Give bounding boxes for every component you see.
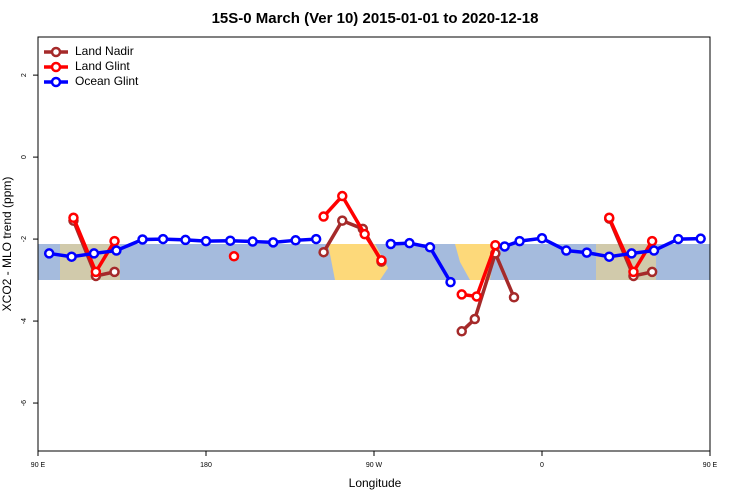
x-tick-label: 90 E [31, 462, 46, 469]
point [310, 233, 322, 245]
x-axis-label: Longitude [349, 476, 402, 490]
x-tick-label: 90 W [366, 462, 383, 469]
y-tick-label: 2 [21, 73, 28, 77]
point [200, 235, 212, 247]
point [561, 245, 572, 256]
y-tick-label: -4 [21, 318, 28, 324]
y-tick-label: -2 [21, 236, 28, 242]
point [646, 235, 658, 247]
point [359, 228, 370, 240]
legend-label: Land Glint [75, 59, 130, 73]
point [456, 326, 467, 337]
chart-title: 15S-0 March (Ver 10) 2015-01-01 to 2020-… [212, 10, 539, 27]
point [648, 245, 660, 256]
y-axis-label: XCO2 - MLO trend (ppm) [0, 177, 14, 312]
point [603, 212, 615, 224]
point [267, 237, 279, 248]
point [508, 292, 520, 303]
point [514, 235, 525, 247]
point [290, 235, 301, 246]
point [376, 255, 387, 266]
point [157, 233, 169, 245]
point [137, 234, 148, 245]
y-tick-label: 0 [21, 155, 28, 159]
point [581, 247, 593, 258]
point [385, 238, 397, 250]
legend-marker [50, 46, 62, 58]
point [536, 233, 548, 244]
point [445, 276, 456, 288]
point [603, 251, 615, 262]
point [88, 248, 100, 259]
point [109, 266, 120, 278]
point [628, 266, 639, 278]
point [646, 266, 658, 278]
y-tick-label: -6 [21, 400, 28, 406]
point [247, 236, 258, 247]
point [337, 190, 348, 202]
point [424, 242, 436, 253]
x-tick-label: 0 [540, 462, 544, 469]
point [337, 215, 348, 226]
point [180, 234, 191, 246]
legend-label: Ocean Glint [75, 74, 139, 88]
point [499, 241, 510, 252]
point [68, 212, 79, 224]
point [695, 233, 706, 244]
point [490, 239, 501, 251]
point [225, 235, 236, 246]
point [456, 289, 467, 300]
point [66, 251, 77, 262]
point [318, 211, 329, 222]
point [43, 248, 55, 259]
point [228, 251, 240, 262]
point [109, 235, 120, 247]
legend-marker [50, 76, 62, 88]
legend-label: Land Nadir [75, 44, 134, 58]
x-tick-label: 180 [200, 462, 212, 469]
point [111, 245, 122, 256]
point [318, 246, 329, 258]
point [626, 248, 637, 259]
point [469, 313, 481, 325]
point [471, 291, 482, 302]
point [90, 266, 102, 278]
point [673, 233, 684, 245]
legend-marker [50, 61, 62, 73]
point [404, 237, 415, 249]
x-tick-label: 90 E [703, 462, 718, 469]
